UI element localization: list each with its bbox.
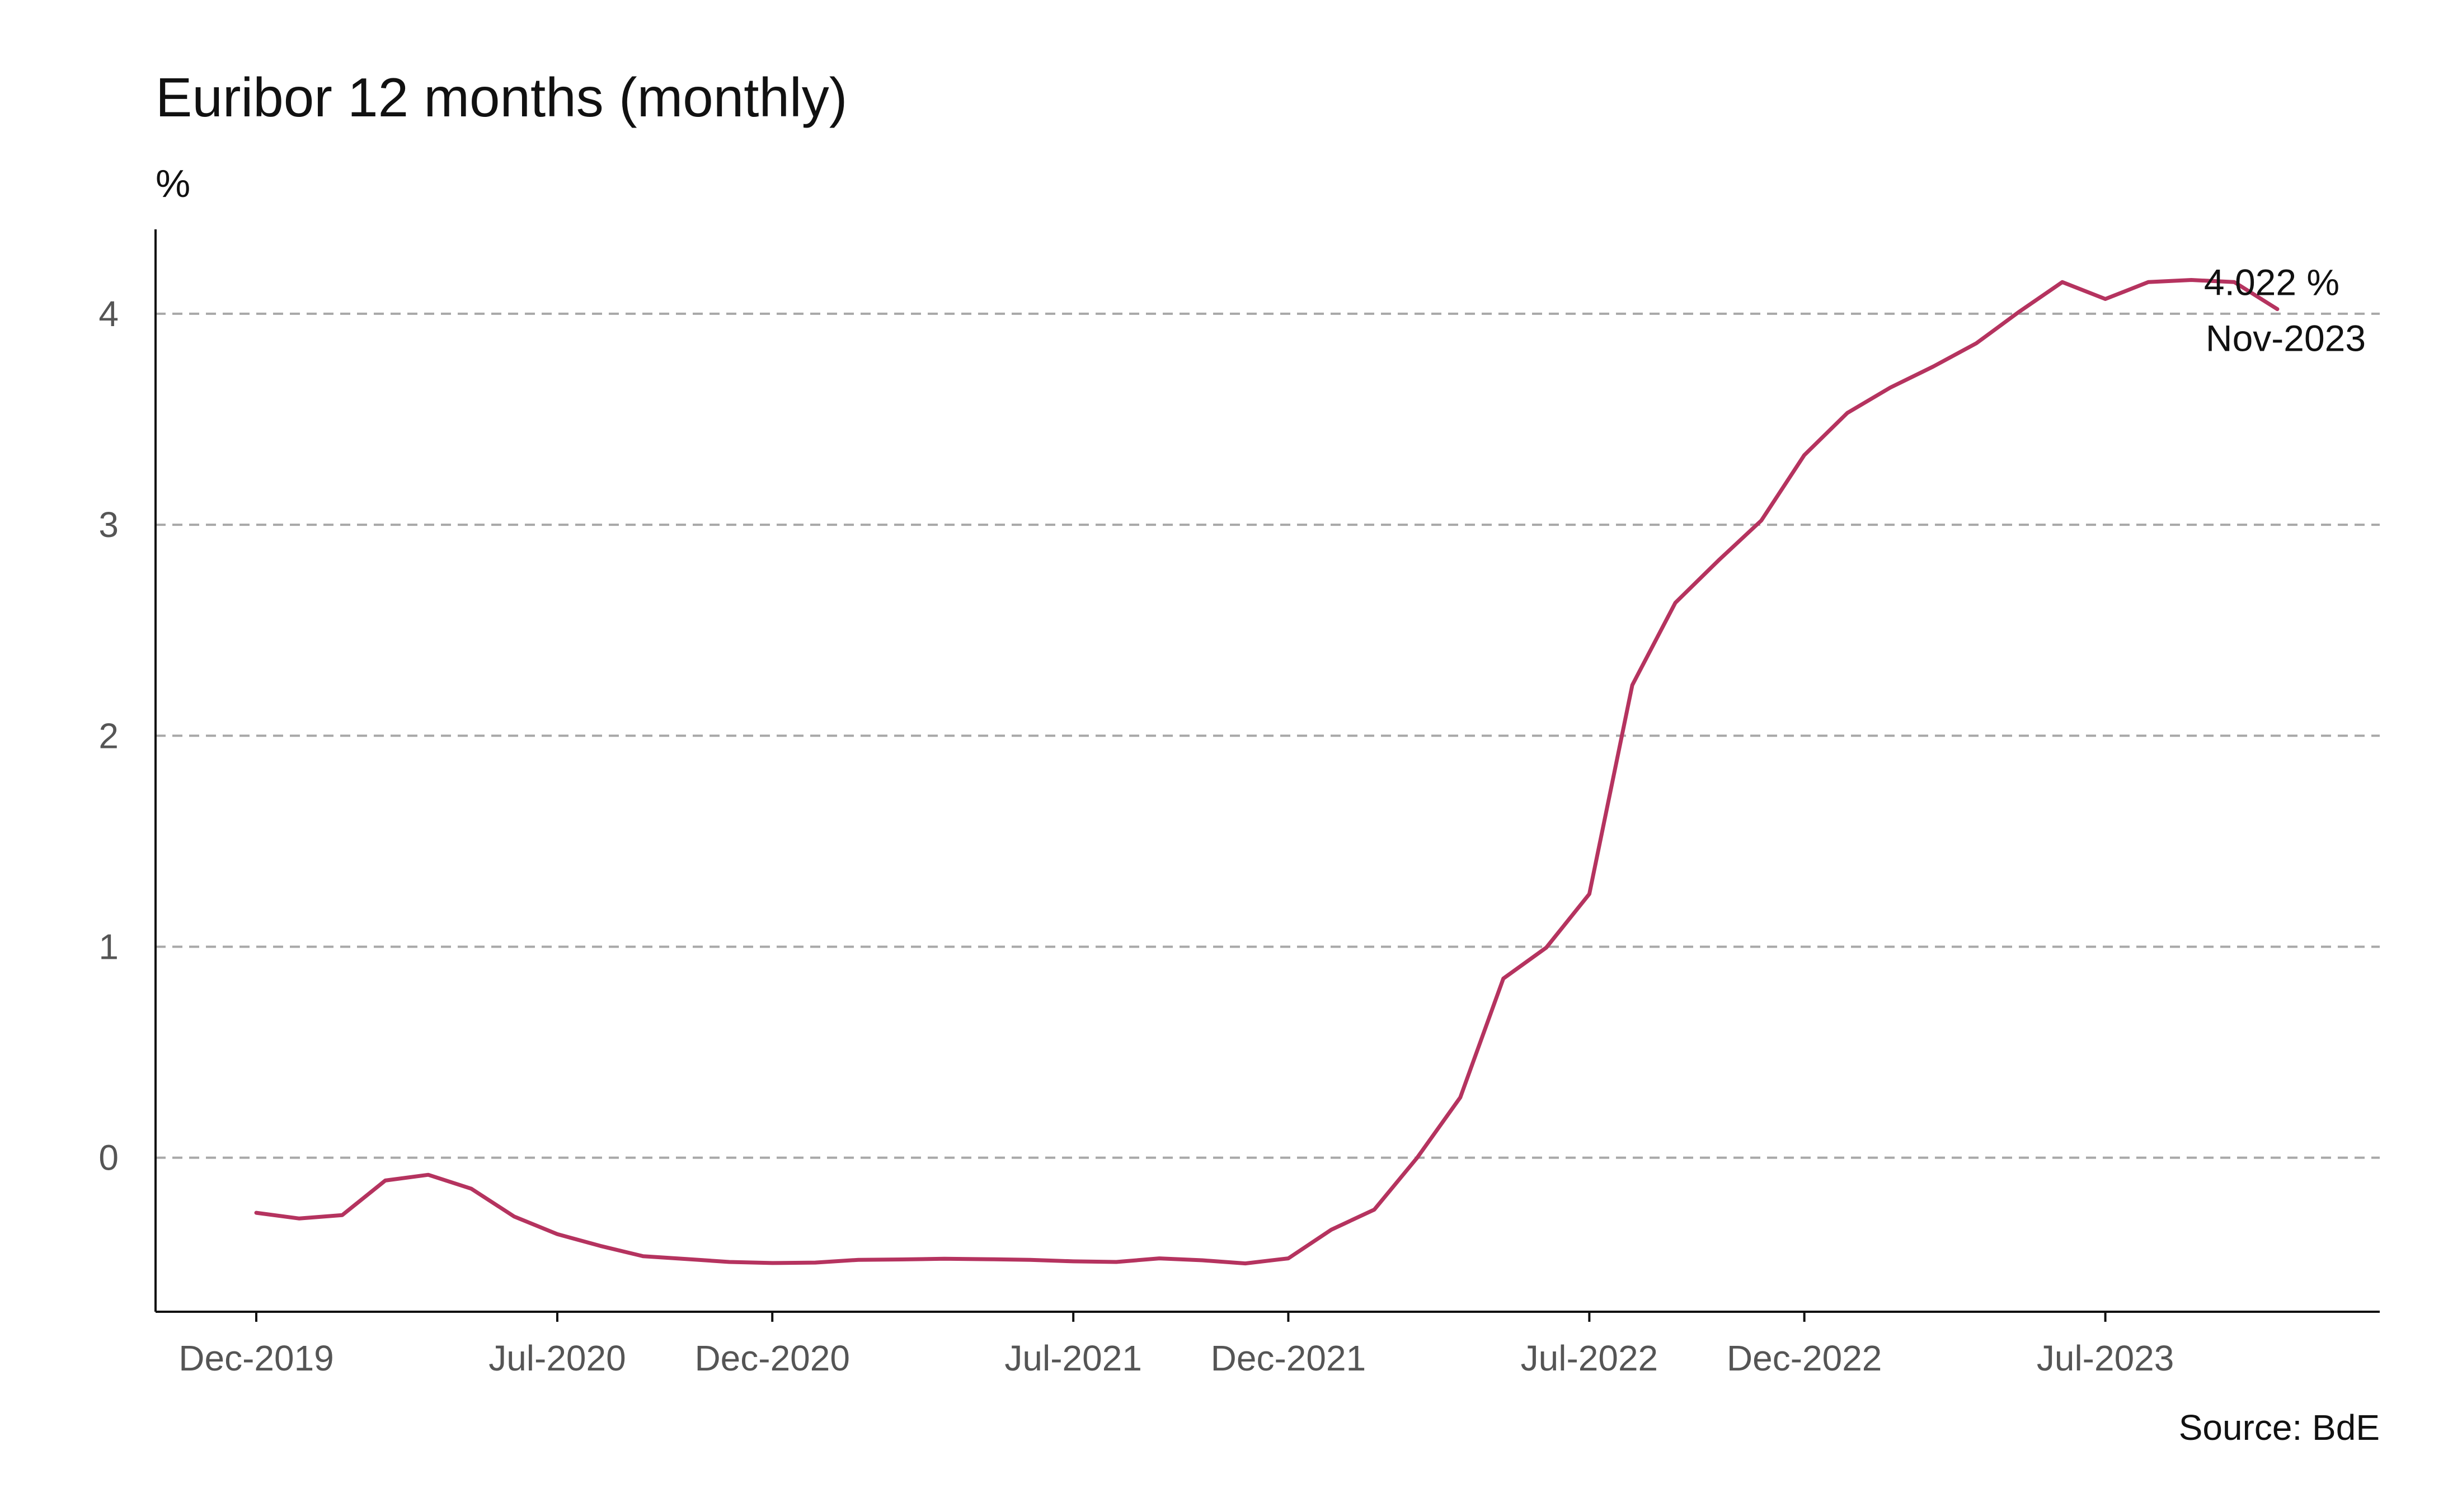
- x-tick-label: Jul-2021: [1004, 1338, 1142, 1378]
- y-tick-label: 1: [98, 926, 119, 967]
- y-tick-label: 3: [98, 505, 119, 545]
- series-line: [254, 278, 2280, 1266]
- source-note: Source: BdE: [2179, 1407, 2380, 1448]
- x-tick-label: Jul-2020: [488, 1338, 626, 1378]
- series-layer: [254, 278, 2280, 1266]
- x-tick-label: Dec-2020: [694, 1338, 850, 1378]
- y-axis-unit-label: %: [156, 162, 190, 205]
- y-tick-label: 2: [98, 715, 119, 756]
- x-tick-label: Dec-2022: [1727, 1338, 1882, 1378]
- y-axis-ticks: 0 1 2 3 4: [98, 294, 119, 1178]
- x-axis-ticks: Dec-2019 Jul-2020 Dec-2020 Jul-2021 Dec-2021…: [178, 1312, 2174, 1378]
- y-tick-label: 0: [98, 1138, 119, 1178]
- last-value-annotation: 4.022 %: [2204, 262, 2339, 303]
- chart-title: Euribor 12 months (monthly): [156, 67, 847, 128]
- x-tick-label: Jul-2022: [1521, 1338, 1658, 1378]
- x-tick-label: Dec-2021: [1211, 1338, 1366, 1378]
- axes: [154, 229, 2380, 1313]
- x-tick-label: Dec-2019: [178, 1338, 334, 1378]
- y-tick-label: 4: [98, 294, 119, 334]
- x-tick-label: Jul-2023: [2037, 1338, 2174, 1378]
- last-date-annotation: Nov-2023: [2206, 318, 2366, 359]
- grid-lines: [156, 312, 2380, 1159]
